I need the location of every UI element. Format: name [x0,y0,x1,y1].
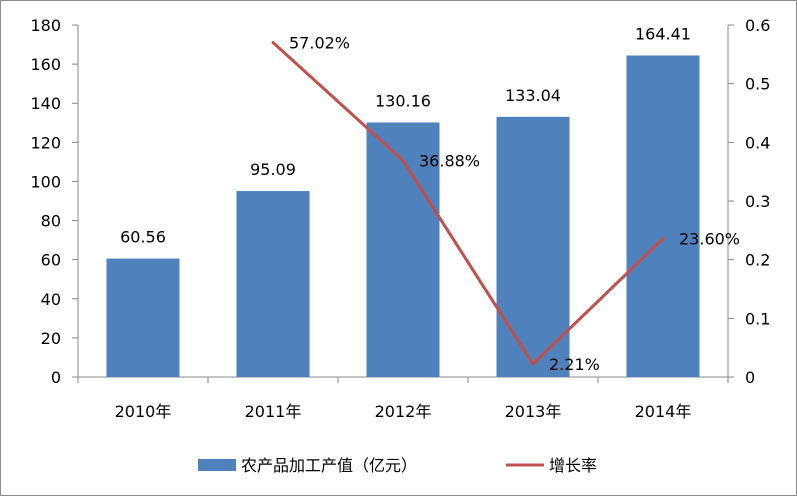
legend-label-bar: 农产品加工产值（亿元） [241,456,417,475]
y-right-tick-label: 0.6 [745,16,770,35]
x-tick-label: 2013年 [505,402,562,421]
y-right-tick-label: 0.3 [745,192,770,211]
y-right-tick-label: 0.5 [745,75,770,94]
x-tick-label: 2010年 [115,402,172,421]
y-left-tick-label: 20 [41,329,61,348]
bar-series [106,55,700,377]
data-labels: 60.56 95.09 130.16 133.04 164.41 57.02% 36.88%… [120,24,740,374]
growth-rate-line [271,41,665,366]
line-data-label: 23.60% [679,230,740,249]
growth-rate-point [661,237,665,241]
x-tick-label: 2012年 [375,402,432,421]
bar [626,55,700,377]
growth-rate-point [401,159,405,163]
y-left-tick-label: 100 [30,172,61,191]
line-data-label: 2.21% [549,355,600,374]
x-tick-label: 2011年 [245,402,302,421]
growth-rate-point [531,362,535,366]
bar-data-label: 130.16 [375,91,431,110]
bar-data-label: 60.56 [120,228,166,247]
bar [366,122,440,377]
y-right-tick-label: 0.4 [745,133,770,152]
y-left-tick-label: 80 [41,212,61,231]
line-data-label: 57.02% [289,33,350,52]
y-left-tick-label: 0 [51,368,61,387]
bar-data-label: 133.04 [505,86,561,105]
y-left-tick-label: 160 [30,55,61,74]
growth-rate-point [271,40,275,44]
bar-data-label: 164.41 [635,24,691,43]
y-left-tick-label: 60 [41,251,61,270]
legend-label-line: 增长率 [549,456,597,475]
axes: 0 20 40 60 80 100 120 140 160 180 0 0.1 0.2 0.3 0.4 0.5… [30,16,770,421]
y-left-tick-label: 120 [30,133,61,152]
y-right-tick-label: 0.2 [745,251,770,270]
bar [236,191,310,377]
x-tick-label: 2014年 [635,402,692,421]
y-left-tick-label: 40 [41,290,61,309]
bar [106,258,180,377]
bar-data-label: 95.09 [250,160,296,179]
legend-swatch-bar [198,459,236,471]
line-series [271,40,665,366]
y-left-tick-label: 140 [30,94,61,113]
legend: 农产品加工产值（亿元） 增长率 [198,456,597,475]
y-right-tick-label: 0.1 [745,309,770,328]
bar [496,116,570,377]
y-right-tick-label: 0 [745,368,755,387]
y-left-tick-label: 180 [30,16,61,35]
line-data-label: 36.88% [419,152,480,171]
